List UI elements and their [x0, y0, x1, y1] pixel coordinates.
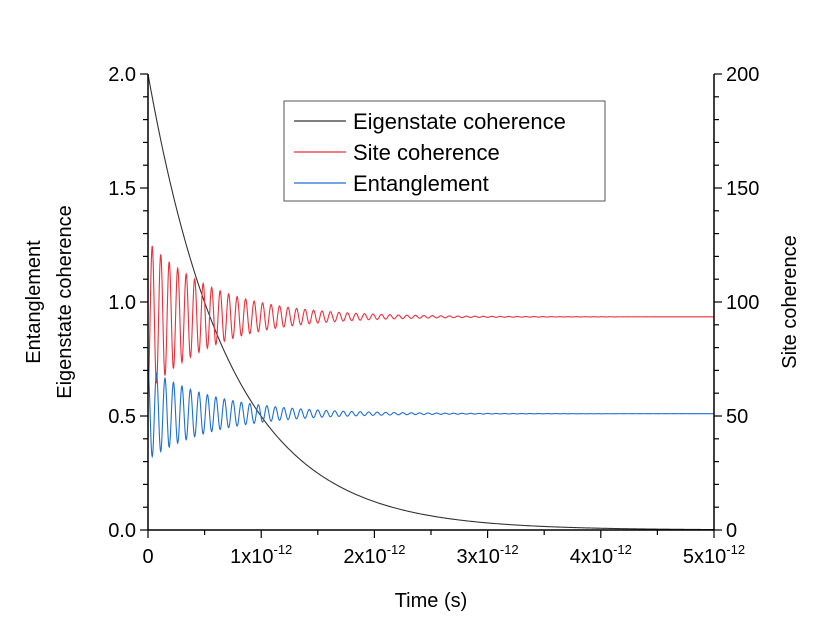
legend-box: [283, 100, 606, 202]
left-tick-label: 1.5: [108, 178, 136, 200]
right-axis-title: Site coherence: [779, 235, 801, 368]
right-tick-label: 150: [726, 178, 759, 200]
legend: Eigenstate coherence Site coherence Enta…: [283, 100, 606, 202]
x-tick-label: 3x10-12: [457, 542, 519, 568]
right-tick-label: 100: [726, 292, 759, 314]
left-tick-label: 0.0: [108, 520, 136, 542]
series-line-site-coherence: [147, 246, 714, 393]
left-tick-label: 0.5: [108, 406, 136, 428]
x-tick-label: 5x10-12: [683, 542, 745, 568]
x-tick-label: 2x10-12: [343, 542, 405, 568]
right-tick-label: 0: [726, 520, 737, 542]
left-axis-title-line2: Eigenstate coherence: [54, 205, 76, 398]
x-tick-label: 4x10-12: [570, 542, 632, 568]
right-tick-label: 200: [726, 64, 759, 86]
x-axis-title: Time (s): [395, 590, 468, 612]
legend-label-site: Site coherence: [353, 140, 500, 165]
left-axis-title-line1: Entanglement: [23, 240, 45, 364]
right-tick-label: 50: [726, 406, 748, 428]
series-line-eigenstate-coherence: [147, 73, 715, 531]
x-tick-label: 0: [142, 546, 153, 568]
series-line-entanglement: [147, 367, 714, 459]
legend-label-entanglement: Entanglement: [353, 171, 489, 196]
x-tick-label: 1x10-12: [230, 542, 292, 568]
legend-label-eigenstate: Eigenstate coherence: [353, 109, 566, 134]
left-tick-label: 2.0: [108, 64, 136, 86]
left-tick-label: 1.0: [108, 292, 136, 314]
